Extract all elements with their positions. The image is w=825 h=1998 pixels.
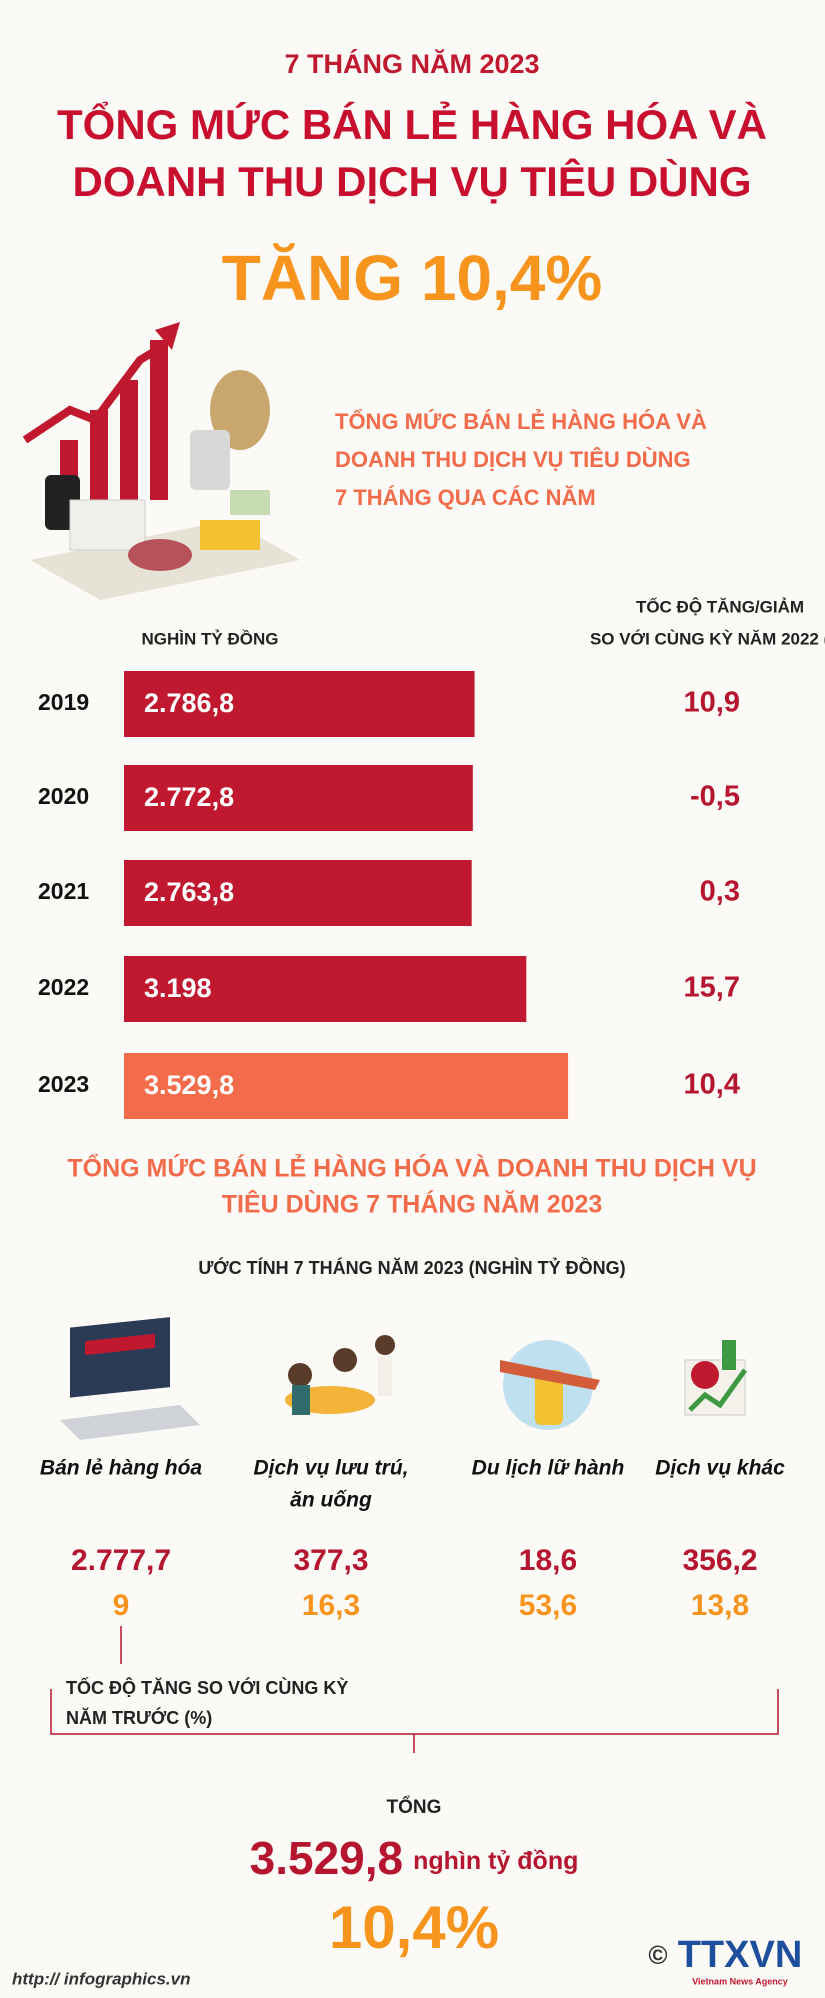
icon-other	[684, 1340, 748, 1416]
bar	[124, 956, 527, 1022]
item-growth: 13,8	[691, 1589, 749, 1622]
legend-growth: SO VỚI CÙNG KỲ NĂM 2022 (%)	[590, 629, 825, 648]
bar-label: 3.529,8	[144, 1070, 234, 1100]
year-label: 2019	[38, 689, 89, 715]
year-label: 2020	[38, 783, 89, 809]
section-title: TỔNG MỨC BÁN LẺ HÀNG HÓA VÀ DOANH THU DỊ…	[67, 1153, 756, 1183]
item-value: 18,6	[519, 1544, 577, 1577]
chart-title: 7 THÁNG QUA CÁC NĂM	[335, 485, 596, 510]
item-label: ăn uống	[290, 1489, 372, 1512]
note: TỐC ĐỘ TĂNG SO VỚI CÙNG KỲ	[66, 1677, 348, 1698]
chart-title: TỔNG MỨC BÁN LẺ HÀNG HÓA VÀ	[335, 409, 707, 434]
agency: Vietnam News Agency	[692, 1976, 788, 1986]
icon-food	[285, 1335, 395, 1415]
year-label: 2023	[38, 1071, 89, 1097]
total-value: 3.529,8	[250, 1832, 403, 1884]
growth-label: 10,4	[684, 1069, 740, 1101]
headline: TĂNG 10,4%	[222, 242, 603, 314]
item-value: 377,3	[293, 1544, 368, 1577]
bar	[124, 671, 475, 737]
note: NĂM TRƯỚC (%)	[66, 1707, 212, 1728]
growth-label: 0,3	[700, 876, 740, 908]
section-title: TIÊU DÙNG 7 THÁNG NĂM 2023	[222, 1189, 603, 1219]
bar-label: 3.198	[144, 973, 212, 1003]
item-growth: 9	[113, 1589, 130, 1622]
item-label: Dịch vụ khác	[655, 1457, 785, 1480]
footer-url: http:// infographics.vn	[12, 1969, 191, 1988]
bar	[124, 1053, 569, 1119]
bar	[124, 765, 473, 831]
period: 7 THÁNG NĂM 2023	[284, 48, 539, 79]
chart-title: DOANH THU DỊCH VỤ TIÊU DÙNG	[335, 447, 691, 472]
total-growth: 10,4%	[329, 1894, 499, 1961]
growth-label: 10,9	[684, 687, 740, 719]
year-label: 2021	[38, 878, 89, 904]
growth-label: 15,7	[684, 972, 740, 1004]
unit-label: ƯỚC TÍNH 7 THÁNG NĂM 2023 (NGHÌN TỶ ĐỒNG…	[198, 1257, 625, 1278]
illustration	[22, 322, 300, 600]
bracket	[50, 1626, 779, 1753]
bar	[124, 860, 472, 926]
item-value: 356,2	[682, 1544, 757, 1577]
copyright: ©	[648, 1940, 667, 1970]
item-label: Dịch vụ lưu trú,	[254, 1457, 409, 1480]
item-growth: 16,3	[302, 1589, 360, 1622]
total-unit: nghìn tỷ đồng	[413, 1847, 578, 1875]
bar-label: 2.763,8	[144, 877, 234, 907]
item-label: Du lịch lữ hành	[472, 1457, 625, 1480]
item-label: Bán lẻ hàng hóa	[40, 1457, 203, 1480]
item-value: 2.777,7	[71, 1544, 171, 1577]
main-title: DOANH THU DỊCH VỤ TIÊU DÙNG	[73, 157, 752, 205]
year-label: 2022	[38, 974, 89, 1000]
bar-label: 2.786,8	[144, 688, 234, 718]
total-label: TỔNG	[387, 1796, 442, 1818]
total-line: 3.529,8 nghìn tỷ đồng	[250, 1832, 579, 1884]
legend-growth: TỐC ĐỘ TĂNG/GIẢM	[636, 596, 804, 616]
icon-retail	[60, 1317, 200, 1440]
bar-label: 2.772,8	[144, 782, 234, 812]
growth-label: -0,5	[690, 781, 740, 813]
item-growth: 53,6	[519, 1589, 577, 1622]
logo: TTXVN	[678, 1934, 803, 1976]
legend-value: NGHÌN TỶ ĐỒNG	[142, 629, 279, 648]
icon-travel	[500, 1340, 600, 1430]
main-title: TỔNG MỨC BÁN LẺ HÀNG HÓA VÀ	[57, 99, 767, 148]
